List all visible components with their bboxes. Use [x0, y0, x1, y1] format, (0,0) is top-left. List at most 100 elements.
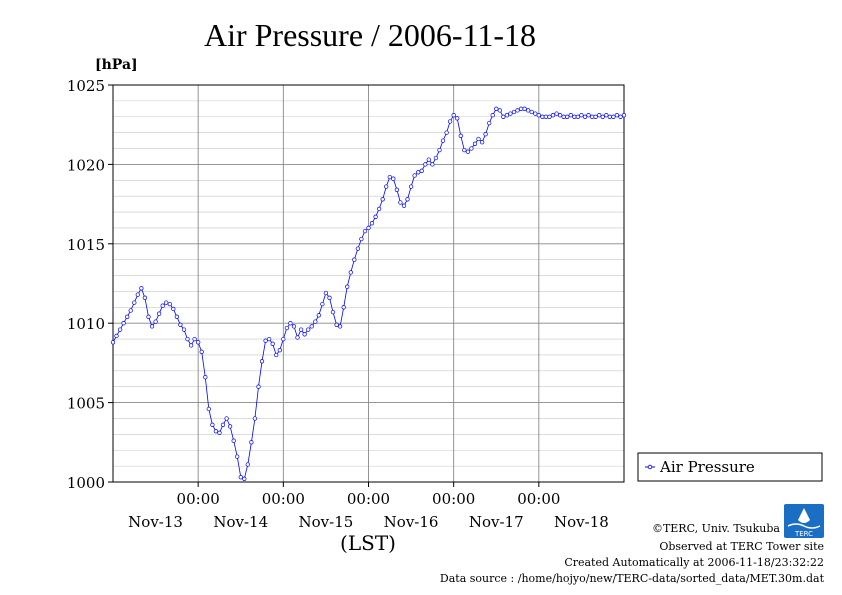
data-point	[487, 120, 492, 126]
data-point	[330, 309, 336, 315]
data-point	[440, 138, 446, 143]
chart-title: Air Pressure / 2006-11-18	[204, 17, 536, 53]
data-point	[401, 203, 407, 208]
y-tick-label: 1000	[67, 474, 105, 492]
data-point	[408, 184, 414, 189]
data-point	[394, 187, 400, 192]
x-date-label: Nov-17	[469, 513, 524, 531]
x-tick-time-label: 00:00	[177, 490, 220, 508]
data-point	[316, 313, 321, 318]
data-point	[593, 114, 598, 119]
source-text: Data source : /home/hojyo/new/TERC-data/…	[440, 572, 825, 585]
created-text: Created Automatically at 2006-11-18/23:3…	[564, 556, 824, 569]
data-point	[472, 141, 478, 146]
series-air-pressure	[110, 106, 627, 481]
logo-wave-icon	[787, 523, 821, 529]
data-point	[447, 119, 453, 124]
data-point	[565, 114, 570, 119]
x-date-label: Nov-18	[554, 513, 609, 531]
data-point	[224, 416, 229, 421]
data-point	[568, 113, 573, 118]
data-point	[433, 155, 439, 161]
data-point	[298, 327, 304, 332]
data-point	[135, 292, 140, 297]
data-point	[586, 113, 591, 118]
data-point	[412, 173, 417, 178]
data-point	[281, 336, 286, 342]
data-point	[178, 322, 183, 327]
data-point	[128, 308, 133, 313]
data-point	[533, 111, 538, 116]
legend-label-air-pressure: Air Pressure	[659, 458, 755, 476]
data-point	[458, 133, 463, 138]
data-point	[589, 114, 595, 119]
data-point	[359, 236, 364, 242]
data-point	[444, 130, 449, 135]
data-point	[430, 162, 435, 167]
data-point	[167, 301, 172, 307]
data-point	[309, 324, 314, 329]
data-point	[153, 319, 158, 324]
data-point	[125, 314, 130, 319]
data-point	[284, 325, 290, 331]
data-point	[416, 170, 421, 175]
logo-text: TERC	[794, 530, 813, 538]
data-point	[259, 359, 265, 364]
data-point	[494, 106, 499, 111]
data-point	[547, 114, 552, 119]
data-point	[313, 319, 318, 324]
y-tick-label: 1010	[67, 315, 105, 333]
data-point	[213, 429, 219, 434]
data-point	[483, 132, 488, 137]
x-date-label: Nov-13	[128, 513, 183, 531]
data-point	[132, 300, 137, 305]
data-point	[476, 136, 481, 142]
data-point	[362, 228, 368, 234]
observed-text: Observed at TERC Tower site	[659, 540, 824, 553]
data-point	[341, 305, 346, 310]
data-point	[306, 327, 311, 332]
data-point	[376, 206, 382, 212]
x-date-label: Nov-15	[299, 513, 354, 531]
y-tick-label: 1015	[67, 236, 105, 254]
x-date-label: Nov-14	[213, 513, 268, 531]
data-point	[206, 406, 211, 412]
data-point	[121, 321, 126, 326]
data-point	[529, 109, 534, 115]
data-point	[419, 168, 424, 173]
data-point	[231, 438, 236, 443]
data-point	[536, 113, 541, 118]
data-point	[277, 348, 282, 353]
data-point	[288, 321, 293, 326]
x-date-label: Nov-16	[384, 513, 439, 531]
data-point	[518, 106, 524, 111]
data-point	[185, 336, 190, 342]
data-point	[515, 108, 520, 113]
data-point	[423, 162, 428, 167]
data-point	[117, 327, 123, 332]
data-point	[238, 475, 243, 480]
data-point	[614, 113, 620, 118]
y-tick-label: 1025	[67, 77, 105, 95]
data-point	[384, 184, 389, 189]
data-point	[199, 349, 204, 354]
data-point	[426, 157, 431, 162]
data-point	[604, 113, 609, 118]
data-point	[391, 176, 396, 181]
data-point	[511, 109, 517, 115]
data-point	[210, 422, 215, 427]
x-axis-label: (LST)	[340, 531, 396, 555]
data-point	[295, 335, 300, 340]
data-point	[174, 314, 180, 319]
data-point	[320, 301, 325, 307]
data-point	[263, 338, 268, 343]
data-point	[302, 332, 307, 337]
data-point	[220, 422, 226, 427]
data-point	[171, 306, 176, 312]
data-point	[334, 322, 339, 327]
data-point	[160, 303, 165, 308]
data-point	[579, 113, 584, 118]
x-axis-ticks: 00:00 00:00 00:00 00:00 00:00 Nov-13 Nov-14 Nov…	[128, 482, 609, 531]
data-point	[274, 352, 279, 358]
